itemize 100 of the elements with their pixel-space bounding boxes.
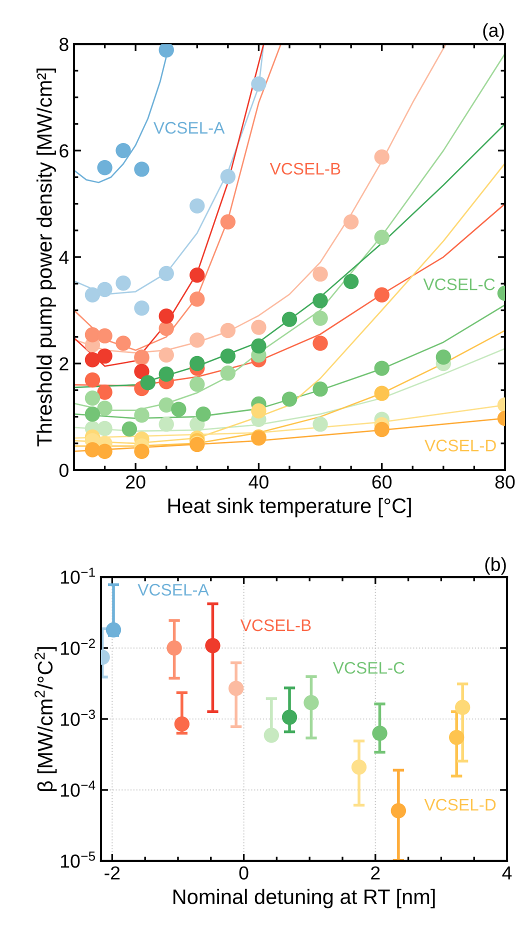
point bbox=[264, 728, 280, 743]
point bbox=[84, 390, 100, 406]
point bbox=[454, 700, 470, 715]
point bbox=[374, 360, 390, 376]
x-tick-label: -2 bbox=[104, 866, 120, 880]
point bbox=[312, 310, 328, 326]
point bbox=[97, 348, 112, 364]
point bbox=[84, 372, 100, 388]
point bbox=[97, 328, 112, 344]
point bbox=[140, 375, 156, 390]
point bbox=[374, 386, 390, 401]
point bbox=[374, 422, 390, 438]
point bbox=[84, 352, 100, 368]
point bbox=[190, 332, 205, 348]
text: (a) bbox=[483, 23, 504, 41]
x-tick-label: 4 bbox=[502, 866, 512, 880]
point bbox=[312, 266, 328, 282]
point bbox=[374, 149, 390, 165]
annotation: VCSEL-C bbox=[423, 278, 495, 290]
point bbox=[134, 162, 150, 177]
y-tick-label: 0 bbox=[59, 464, 68, 477]
point bbox=[220, 169, 236, 184]
point bbox=[251, 338, 266, 354]
point bbox=[251, 76, 266, 92]
point bbox=[190, 356, 205, 372]
point bbox=[190, 291, 205, 307]
x-tick-label: 60 bbox=[372, 475, 392, 489]
point bbox=[220, 365, 236, 381]
point bbox=[251, 320, 266, 335]
point bbox=[158, 416, 174, 432]
point bbox=[190, 376, 205, 392]
point bbox=[134, 408, 150, 423]
point bbox=[84, 287, 100, 302]
point bbox=[220, 348, 236, 364]
point bbox=[282, 392, 298, 407]
annotation: VCSEL-D bbox=[424, 798, 496, 811]
y-axis-title: β [MW/cm$^{2}$/°C$^{2}$] bbox=[34, 647, 57, 791]
point bbox=[116, 276, 131, 291]
point bbox=[116, 142, 131, 158]
point bbox=[220, 322, 236, 338]
y-axis-title: Threshold pump power density [MW/cm²] bbox=[36, 68, 56, 446]
point bbox=[196, 406, 211, 422]
annotation: VCSEL-A bbox=[138, 584, 209, 596]
point bbox=[97, 444, 112, 459]
point bbox=[449, 730, 464, 746]
y-tick-label: 6 bbox=[60, 144, 68, 158]
point bbox=[282, 710, 298, 725]
x-axis-title: Heat sink temperature [°C] bbox=[168, 498, 411, 518]
point bbox=[312, 293, 328, 308]
point bbox=[122, 421, 138, 437]
annotation: VCSEL-C bbox=[332, 662, 404, 674]
point bbox=[282, 312, 298, 327]
point bbox=[97, 160, 112, 176]
point bbox=[97, 400, 112, 416]
x-axis-title: Nominal detuning at RT [nm] bbox=[174, 888, 435, 908]
annotation: VCSEL-B bbox=[240, 619, 311, 632]
y-tick-label: 10$^{−5}$ bbox=[61, 852, 96, 868]
y-tick-label: 10$^{−4}$ bbox=[61, 780, 96, 797]
point bbox=[251, 403, 266, 418]
text: (b) bbox=[485, 557, 506, 575]
point bbox=[134, 300, 150, 316]
x-tick-label: 80 bbox=[495, 475, 515, 489]
y-tick-label: 4 bbox=[59, 250, 69, 264]
point bbox=[158, 366, 174, 382]
annotation: VCSEL-B bbox=[270, 162, 340, 175]
point bbox=[84, 406, 100, 422]
annotation: VCSEL-D bbox=[424, 440, 496, 452]
point bbox=[158, 308, 174, 324]
point bbox=[134, 444, 150, 459]
point bbox=[228, 680, 244, 696]
point bbox=[372, 726, 388, 741]
point bbox=[436, 350, 452, 365]
point bbox=[97, 384, 112, 400]
point bbox=[158, 266, 174, 282]
point bbox=[312, 336, 328, 351]
x-tick-label: 20 bbox=[126, 475, 146, 489]
y-tick-label: 2 bbox=[60, 357, 68, 370]
point bbox=[171, 402, 186, 417]
point bbox=[97, 420, 112, 436]
point bbox=[158, 397, 174, 413]
point bbox=[205, 638, 220, 654]
point bbox=[374, 230, 390, 245]
x-tick-label: 40 bbox=[248, 475, 268, 489]
point bbox=[304, 695, 319, 710]
point bbox=[390, 803, 406, 818]
point bbox=[312, 416, 328, 432]
point bbox=[374, 287, 390, 302]
point bbox=[190, 198, 205, 214]
point bbox=[158, 44, 174, 58]
y-tick-label: 10$^{−2}$ bbox=[61, 638, 95, 655]
point bbox=[190, 268, 205, 283]
y-tick-label: 10$^{−1}$ bbox=[61, 568, 95, 584]
point bbox=[343, 274, 359, 290]
y-tick-label: 8 bbox=[60, 38, 68, 52]
x-tick-label: 2 bbox=[371, 866, 380, 880]
point bbox=[134, 364, 150, 380]
point bbox=[166, 640, 182, 656]
point bbox=[158, 347, 174, 363]
point bbox=[351, 760, 367, 775]
point bbox=[97, 282, 112, 298]
